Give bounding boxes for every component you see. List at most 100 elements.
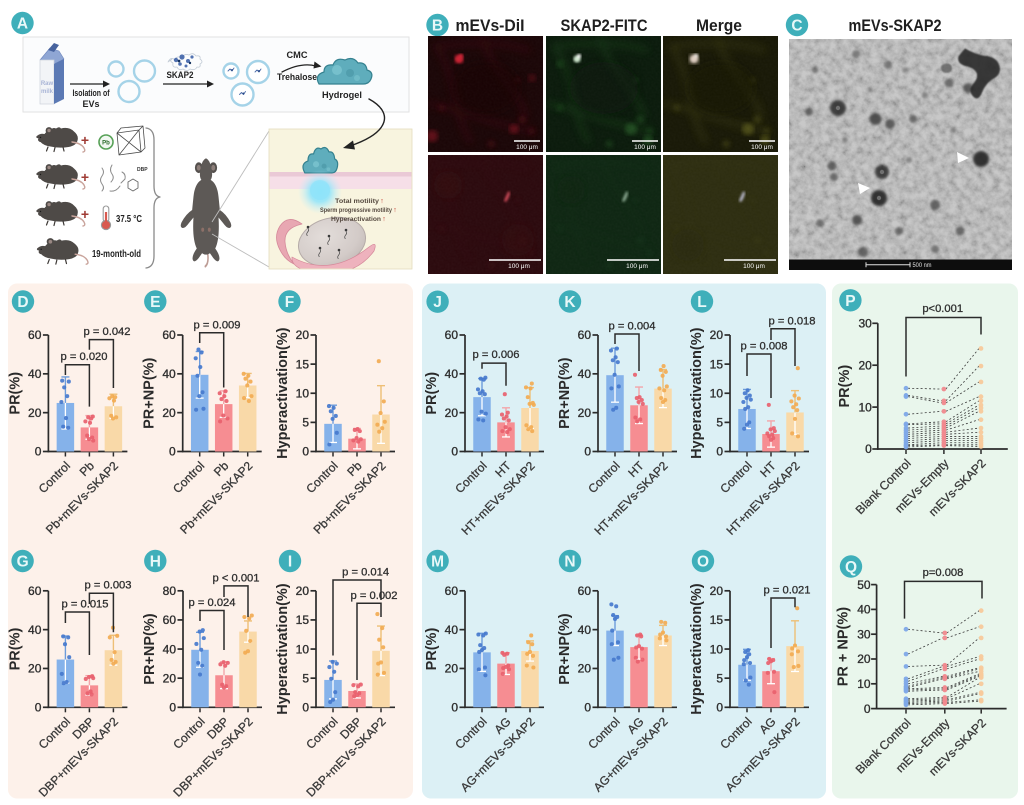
svg-text:Merge: Merge	[696, 17, 742, 35]
svg-text:p = 0.020: p = 0.020	[61, 351, 108, 363]
svg-text:p < 0.001: p < 0.001	[213, 573, 260, 585]
svg-text:EVs: EVs	[83, 99, 100, 109]
svg-text:15: 15	[710, 613, 724, 627]
svg-text:40: 40	[28, 367, 42, 381]
svg-text:500 nm: 500 nm	[913, 262, 932, 269]
svg-text:40: 40	[578, 623, 592, 637]
svg-text:p = 0.003: p = 0.003	[85, 580, 132, 592]
svg-text:60: 60	[162, 328, 176, 342]
svg-text:SKAP2-FITC: SKAP2-FITC	[561, 17, 648, 35]
svg-text:SKAP2: SKAP2	[167, 70, 194, 81]
svg-text:20: 20	[163, 671, 177, 685]
svg-text:20: 20	[28, 662, 42, 676]
svg-text:+: +	[81, 169, 89, 185]
svg-text:0: 0	[451, 701, 458, 715]
svg-text:Hydrogel: Hydrogel	[322, 90, 362, 101]
svg-text:10: 10	[710, 642, 724, 656]
svg-text:40: 40	[445, 367, 459, 381]
svg-text:Q: Q	[845, 559, 857, 576]
svg-text:19-month-old: 19-month-old	[92, 249, 141, 260]
svg-text:0: 0	[451, 445, 458, 459]
svg-text:100 μm: 100 μm	[634, 144, 656, 151]
svg-text:20: 20	[858, 358, 872, 372]
svg-text:Isolation of: Isolation of	[73, 88, 111, 98]
svg-text:P: P	[845, 293, 855, 310]
svg-text:60: 60	[445, 584, 459, 598]
svg-text:20: 20	[578, 662, 592, 676]
svg-text:PR+NP(%): PR+NP(%)	[557, 613, 573, 684]
svg-text:K: K	[564, 294, 576, 311]
svg-text:p = 0.024: p = 0.024	[189, 597, 236, 609]
svg-text:10: 10	[857, 677, 871, 691]
svg-text:p = 0.008: p = 0.008	[741, 341, 788, 353]
svg-text:20: 20	[710, 584, 724, 598]
svg-text:Total motility: Total motility	[335, 198, 380, 205]
svg-text:PR+NP(%): PR+NP(%)	[142, 613, 158, 684]
svg-text:10: 10	[296, 642, 310, 656]
svg-text:L: L	[697, 294, 706, 311]
svg-text:0: 0	[716, 701, 723, 715]
svg-text:100 μm: 100 μm	[751, 144, 773, 151]
svg-text:I: I	[288, 554, 292, 571]
svg-text:G: G	[17, 554, 29, 571]
svg-text:DBP: DBP	[137, 167, 148, 173]
svg-text:20: 20	[296, 584, 310, 598]
svg-text:+: +	[81, 132, 89, 148]
svg-text:40: 40	[163, 642, 177, 656]
svg-text:60: 60	[28, 328, 42, 342]
svg-text:Raw: Raw	[41, 81, 54, 87]
svg-text:p = 0.015: p = 0.015	[62, 599, 109, 611]
svg-text:60: 60	[28, 584, 42, 598]
svg-text:PR+NP(%): PR+NP(%)	[142, 357, 158, 428]
svg-text:PR(%): PR(%)	[424, 628, 440, 671]
svg-text:5: 5	[302, 416, 309, 430]
svg-text:20: 20	[710, 328, 724, 342]
svg-text:mEVs-DiI: mEVs-DiI	[456, 17, 525, 35]
svg-text:↑: ↑	[380, 198, 384, 205]
svg-text:PR(%): PR(%)	[7, 628, 23, 671]
svg-text:10: 10	[296, 386, 310, 400]
svg-text:CMC: CMC	[287, 50, 308, 61]
svg-text:40: 40	[162, 367, 176, 381]
svg-text:5: 5	[302, 671, 309, 685]
svg-text:5: 5	[716, 671, 723, 685]
svg-text:60: 60	[445, 328, 459, 342]
svg-text:20: 20	[445, 406, 459, 420]
svg-text:10: 10	[710, 386, 724, 400]
svg-text:PR(%): PR(%)	[7, 372, 23, 415]
svg-text:100 μm: 100 μm	[743, 263, 765, 270]
svg-text:20: 20	[296, 328, 310, 342]
svg-text:Hyperactivation(%): Hyperactivation(%)	[689, 583, 705, 715]
svg-text:F: F	[285, 294, 294, 311]
svg-text:0: 0	[169, 445, 176, 459]
svg-text:p=0.008: p=0.008	[923, 567, 964, 579]
svg-text:0: 0	[35, 445, 42, 459]
svg-text:p = 0.018: p = 0.018	[769, 316, 816, 328]
svg-text:0: 0	[864, 702, 871, 716]
svg-text:C: C	[791, 18, 802, 35]
svg-text:PR(%): PR(%)	[837, 365, 853, 408]
svg-text:p = 0.042: p = 0.042	[84, 326, 131, 338]
svg-text:100 μm: 100 μm	[508, 263, 530, 270]
svg-text:0: 0	[302, 701, 309, 715]
svg-text:mEVs-SKAP2: mEVs-SKAP2	[849, 17, 942, 35]
svg-text:E: E	[150, 294, 160, 311]
svg-text:20: 20	[578, 406, 592, 420]
svg-text:0: 0	[865, 442, 872, 456]
svg-text:30: 30	[857, 627, 871, 641]
svg-text:B: B	[432, 18, 443, 35]
svg-text:p = 0.004: p = 0.004	[609, 321, 656, 333]
svg-text:p = 0.021: p = 0.021	[764, 585, 811, 597]
svg-text:100 μm: 100 μm	[626, 263, 648, 270]
svg-text:PR+NP(%): PR+NP(%)	[557, 357, 573, 428]
svg-text:↑: ↑	[382, 216, 386, 223]
svg-text:J: J	[433, 294, 442, 311]
svg-text:50: 50	[857, 578, 871, 592]
svg-text:Hyperactivation: Hyperactivation	[331, 216, 381, 223]
svg-text:0: 0	[584, 445, 591, 459]
svg-text:37.5 °C: 37.5 °C	[116, 214, 142, 225]
svg-text:p<0.001: p<0.001	[922, 303, 963, 315]
svg-text:20: 20	[857, 652, 871, 666]
svg-text:0: 0	[169, 701, 176, 715]
svg-text:Sperm progressive motility: Sperm progressive motility	[320, 207, 392, 214]
